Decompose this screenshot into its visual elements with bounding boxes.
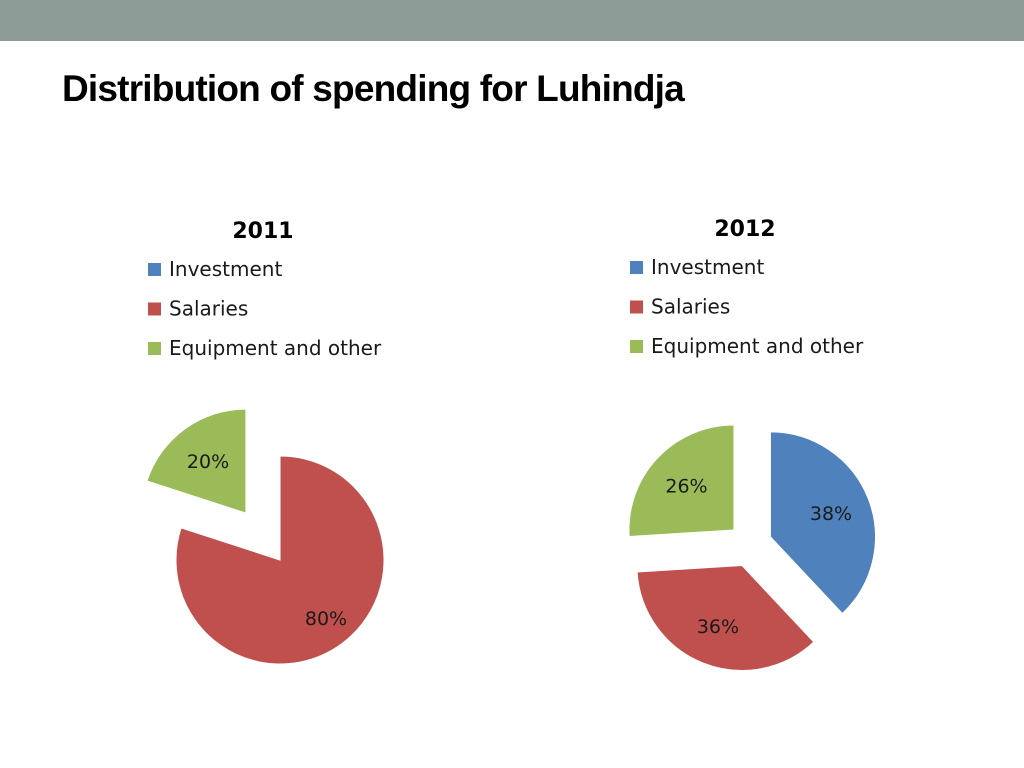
pie-chart-2012: 2012 Investment Salaries Equipment and othe…: [628, 217, 876, 671]
legend-label: Salaries: [651, 295, 730, 319]
legend-item: Equipment and other: [148, 336, 382, 360]
legend-label: Salaries: [169, 297, 248, 321]
legend-swatch: [630, 261, 643, 274]
legend-swatch: [630, 340, 643, 353]
pie-slice-salaries: [175, 455, 385, 665]
pie-chart-2011: 2011 Investment Salaries Equipment and othe…: [146, 219, 385, 665]
data-label: 26%: [665, 475, 707, 497]
slide-title: Distribution of spending for Luhindja: [62, 68, 685, 109]
data-label: 36%: [697, 616, 739, 638]
data-label: 20%: [187, 451, 229, 473]
legend-swatch: [630, 300, 643, 314]
legend-item: Salaries: [630, 295, 730, 319]
legend-swatch: [148, 342, 161, 355]
pie-slice-salaries: [636, 564, 815, 671]
data-label: 80%: [305, 608, 347, 630]
chart-title: 2011: [232, 219, 293, 244]
legend-swatch: [148, 302, 161, 316]
legend-item: Equipment and other: [630, 334, 864, 358]
pie-slice-equipment-and-other: [146, 408, 247, 514]
legend-item: Salaries: [148, 297, 248, 321]
legend-item: Investment: [630, 255, 764, 279]
top-banner-bar: [0, 0, 1024, 41]
legend-label: Equipment and other: [651, 334, 864, 358]
legend-item: Investment: [148, 257, 282, 281]
legend-label: Equipment and other: [169, 336, 382, 360]
legend-swatch: [148, 263, 161, 276]
data-label: 38%: [810, 503, 852, 525]
legend-label: Investment: [651, 255, 764, 279]
pie-slice-equipment-and-other: [628, 424, 735, 538]
chart-title: 2012: [714, 217, 775, 242]
legend-label: Investment: [169, 257, 282, 281]
pie-slice-investment: [769, 431, 876, 615]
